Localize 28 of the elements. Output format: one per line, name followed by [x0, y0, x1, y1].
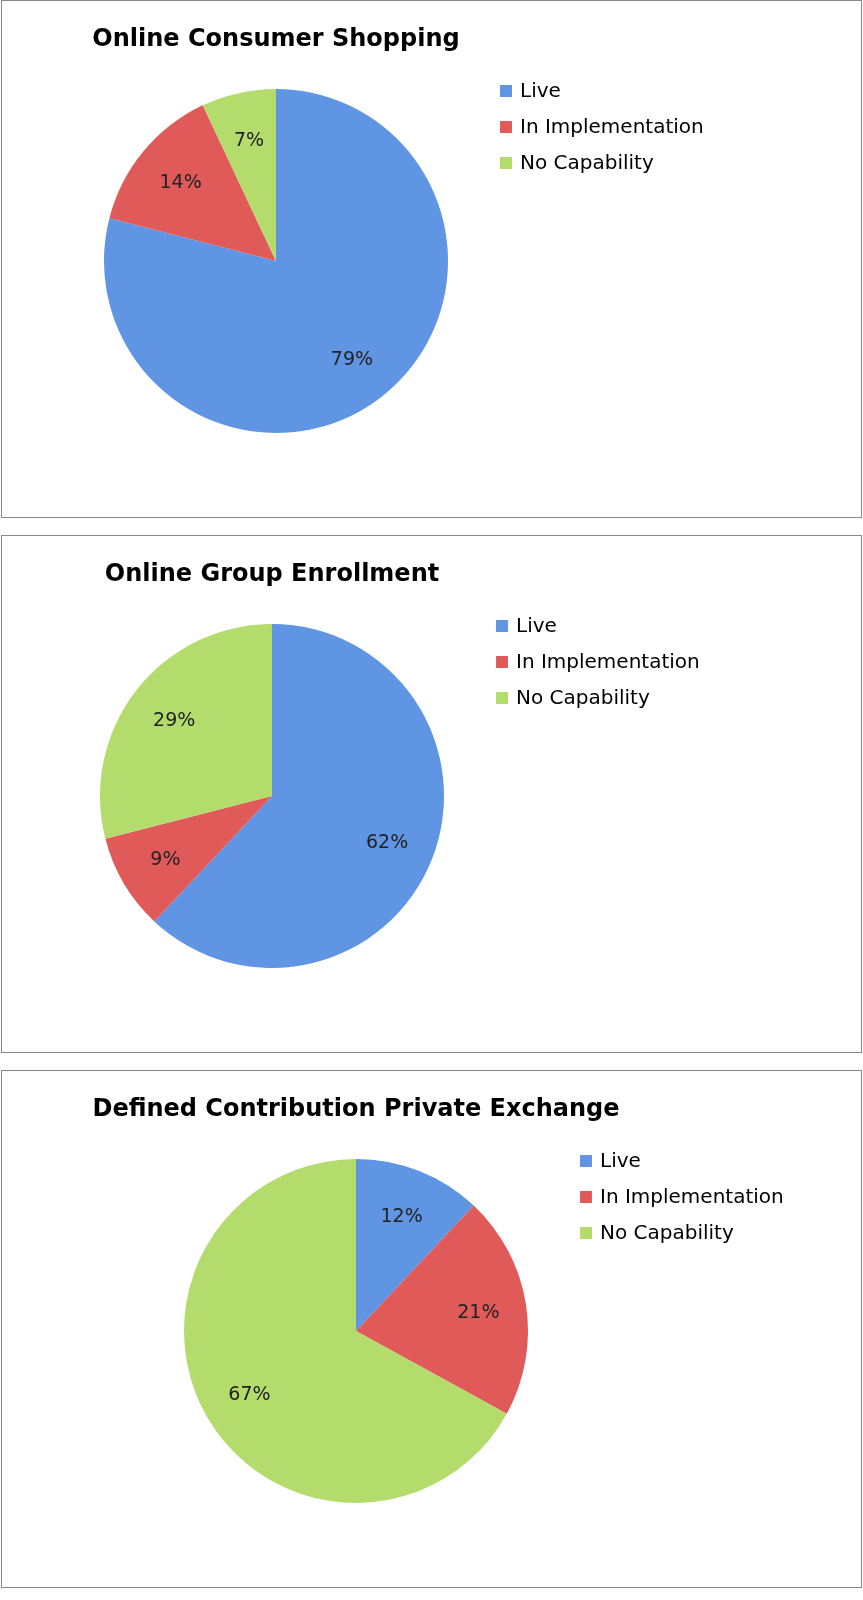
data-label: 14% — [159, 170, 202, 193]
legend-label: No Capability — [600, 1220, 734, 1244]
data-label: 12% — [380, 1203, 423, 1226]
legend-label: In Implementation — [600, 1184, 784, 1208]
data-label: 7% — [233, 128, 265, 151]
legend-label: In Implementation — [516, 649, 700, 673]
legend-label: In Implementation — [520, 114, 704, 138]
data-label: 62% — [366, 829, 409, 852]
chart-title: Online Consumer Shopping — [92, 24, 460, 52]
pie-slice — [109, 105, 276, 261]
legend-label: Live — [520, 78, 561, 102]
pie-slice — [184, 1159, 507, 1503]
chart-title: Online Group Enrollment — [104, 559, 440, 587]
pie-slice — [104, 89, 448, 433]
data-label: 29% — [153, 708, 196, 731]
data-label: 21% — [457, 1299, 500, 1322]
pie-slice — [356, 1205, 528, 1414]
data-label: 67% — [228, 1382, 271, 1405]
data-label: 79% — [330, 346, 374, 369]
data-label: 9% — [150, 847, 181, 870]
chart-title: Defined Contribution Private Exchange — [92, 1094, 620, 1122]
legend-label: Live — [600, 1148, 641, 1172]
pie-slice — [202, 89, 276, 261]
pie-slice — [105, 796, 272, 922]
legend-label: No Capability — [520, 150, 654, 174]
pie-slice — [100, 624, 272, 839]
legend-label: No Capability — [516, 685, 650, 709]
legend-label: Live — [516, 613, 557, 637]
